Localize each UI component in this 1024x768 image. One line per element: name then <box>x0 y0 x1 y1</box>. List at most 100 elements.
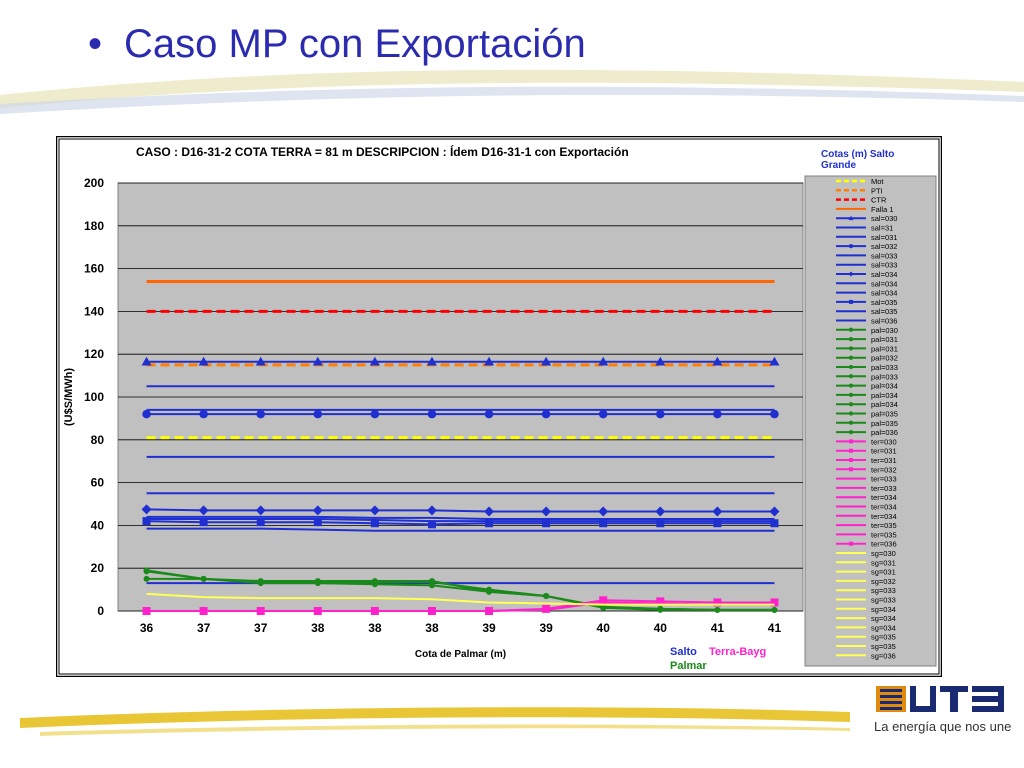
x-tick-label: 37 <box>197 621 211 635</box>
data-point <box>598 356 609 366</box>
legend-item: sg=033 <box>836 596 896 605</box>
legend-label: ter=035 <box>871 530 897 539</box>
series-line <box>146 515 775 520</box>
series-line <box>146 527 775 532</box>
legend-title-1: Cotas (m) Salto <box>821 149 894 160</box>
legend-label: pal=031 <box>871 344 898 353</box>
legend-marker <box>848 327 854 332</box>
x-axis-label: Cota de Palmar (m) <box>415 649 506 660</box>
legend-marker <box>848 402 854 407</box>
data-point <box>656 409 665 419</box>
series-layer <box>141 279 780 615</box>
legend-label: sg=033 <box>871 596 896 605</box>
series-sal=034 <box>141 504 780 517</box>
legend-item: pal=033 <box>836 372 898 381</box>
data-point <box>199 409 208 419</box>
slide-title: • Caso MP con Exportación <box>88 22 586 67</box>
legend-item: Falla 1 <box>836 205 894 214</box>
legend-item: Mot <box>836 177 884 186</box>
legend-item: sg=031 <box>836 558 896 567</box>
series-sal=030 <box>141 356 780 366</box>
data-point <box>656 597 665 606</box>
legend-marker <box>848 392 854 398</box>
group-label-salto: Salto <box>670 646 697 658</box>
legend-label: pal=033 <box>871 363 898 372</box>
data-point <box>712 506 723 517</box>
data-point <box>484 356 495 366</box>
legend-item: pal=032 <box>836 354 898 363</box>
data-point <box>198 505 209 516</box>
y-tick-label: 180 <box>84 219 104 233</box>
data-point <box>657 606 664 613</box>
series-line <box>146 508 775 513</box>
legend-item: sal=031 <box>836 233 897 242</box>
data-point <box>141 504 152 515</box>
data-point <box>256 518 265 527</box>
legend-item: pal=030 <box>836 326 898 335</box>
bottom-swoosh-thin <box>40 724 850 736</box>
series-sal=034 <box>146 515 775 520</box>
legend-item: pal=034 <box>836 391 898 400</box>
data-point <box>142 517 151 526</box>
data-point <box>371 581 378 588</box>
legend-item: sal=034 <box>836 279 897 288</box>
legend-label: sal=034 <box>871 279 897 288</box>
legend-item: sal=033 <box>836 251 897 260</box>
legend-label: ter=034 <box>871 503 897 512</box>
data-point <box>656 519 665 528</box>
series-line <box>146 517 775 523</box>
legend-item: ter=032 <box>836 465 897 474</box>
legend-label: sg=035 <box>871 642 896 651</box>
data-point <box>600 604 607 611</box>
data-point <box>428 578 435 585</box>
legend-marker <box>848 271 854 277</box>
data-point <box>427 409 437 419</box>
legend-marker <box>848 383 854 388</box>
x-tick-label: 37 <box>254 621 268 635</box>
data-point <box>255 356 266 366</box>
chart-title: CASO : D16-31-2 COTA TERRA = 81 m DESCRI… <box>136 144 629 159</box>
y-tick-label: 60 <box>91 476 105 490</box>
y-tick-label: 80 <box>91 433 105 447</box>
y-tick-label: 200 <box>84 176 104 190</box>
legend-label: sal=033 <box>871 251 897 260</box>
legend-item: pal=035 <box>836 419 898 428</box>
data-point <box>713 519 722 528</box>
series-sal=035 <box>142 517 779 529</box>
data-point <box>143 567 150 574</box>
data-point <box>142 409 151 419</box>
y-tick-labels: 0 20 40 60 80 100 120 140 160 180 200 <box>84 176 104 618</box>
x-tick-label: 38 <box>425 621 439 635</box>
legend-label: ter=033 <box>871 475 897 484</box>
legend-item: sg=034 <box>836 614 896 623</box>
data-point <box>369 356 380 366</box>
legend-label: Falla 1 <box>871 205 894 214</box>
legend-item: pal=031 <box>836 335 898 344</box>
legend-label: sal=034 <box>871 289 897 298</box>
legend-label: ter=035 <box>871 521 897 530</box>
data-point <box>312 505 323 516</box>
legend-item: pal=033 <box>836 363 898 372</box>
legend-item: pal=034 <box>836 382 898 391</box>
legend-item: sal=030 <box>836 214 897 223</box>
legend-label: ter=031 <box>871 447 897 456</box>
series-sal=035 <box>146 527 775 532</box>
data-point <box>198 356 209 366</box>
legend-label: sal=036 <box>871 317 897 326</box>
legend-item: pal=035 <box>836 410 898 419</box>
data-point <box>485 519 494 528</box>
x-tick-label: 39 <box>539 621 553 635</box>
data-point <box>313 409 323 419</box>
series-sal=034 <box>146 517 775 523</box>
legend-item: ter=034 <box>836 493 897 502</box>
legend-item: pal=036 <box>836 428 898 437</box>
data-point <box>712 356 723 366</box>
legend-item: ter=034 <box>836 512 897 521</box>
legend-label: ter=032 <box>871 465 897 474</box>
data-point <box>370 519 379 528</box>
legend-item: sg=031 <box>836 568 896 577</box>
data-point <box>771 606 778 613</box>
data-point <box>200 575 207 582</box>
